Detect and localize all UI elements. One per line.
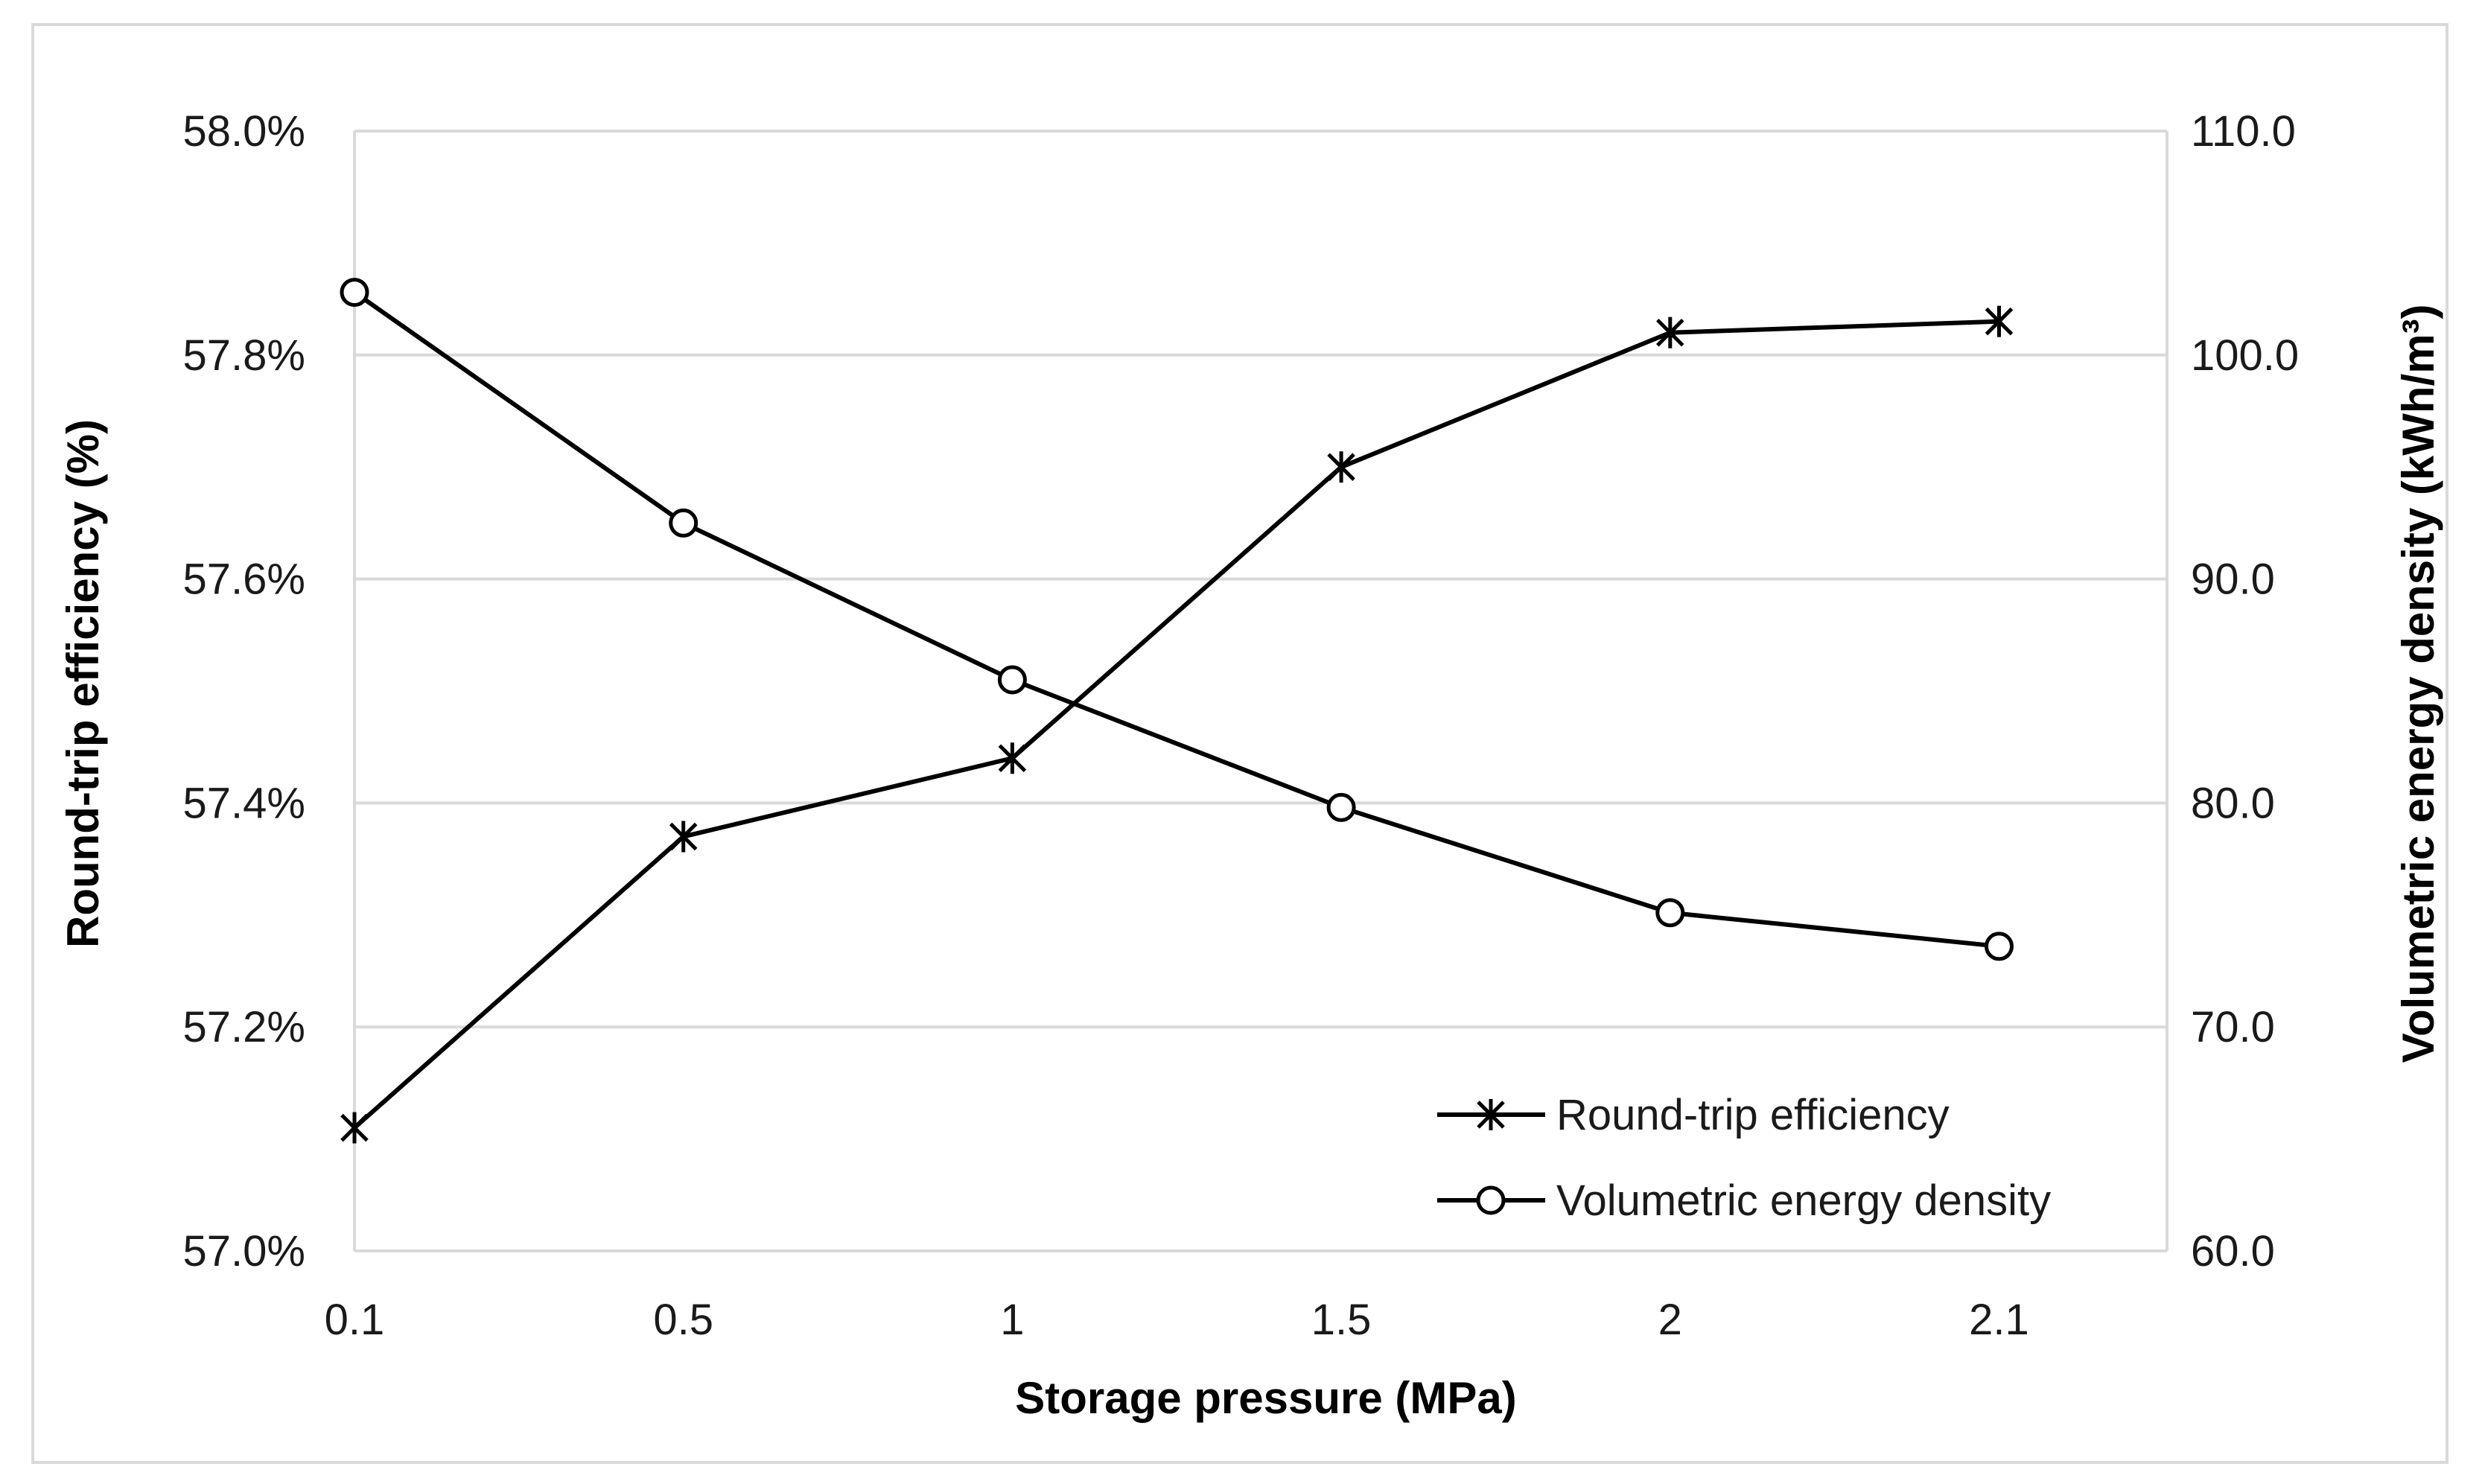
y-tick-label: 57.8% bbox=[183, 331, 305, 380]
y2-tick-label: 110.0 bbox=[2191, 107, 2296, 156]
data-point-efficiency bbox=[1985, 305, 2014, 337]
series-line-efficiency bbox=[353, 319, 1999, 1130]
y-tick-label: 57.0% bbox=[183, 1227, 305, 1276]
data-point-efficiency bbox=[1327, 451, 1355, 483]
data-point-density bbox=[669, 508, 698, 538]
x-axis-title: Storage pressure (MPa) bbox=[1015, 1373, 1517, 1423]
y-tick-label: 58.0% bbox=[183, 107, 305, 156]
chart-frame bbox=[31, 23, 2448, 1464]
legend: Round-trip efficiency Volumetric energy … bbox=[1437, 1091, 2051, 1225]
y2-tick-label: 100.0 bbox=[2191, 331, 2299, 380]
x-tick-label: 0.5 bbox=[653, 1296, 713, 1344]
y-tick-label: 57.2% bbox=[183, 1003, 305, 1051]
data-point-efficiency bbox=[340, 1112, 369, 1144]
data-point-efficiency bbox=[1656, 316, 1684, 348]
y2-axis-title: Volumetric energy density (kWh/m³) bbox=[2393, 304, 2443, 1063]
x-tick-label: 2.1 bbox=[1969, 1296, 2029, 1344]
y2-tick-label: 90.0 bbox=[2191, 555, 2275, 604]
series-line-density bbox=[353, 290, 1999, 949]
data-point-density bbox=[997, 665, 1027, 695]
y-tick-label: 57.4% bbox=[183, 779, 305, 827]
y2-tick-label: 80.0 bbox=[2191, 779, 2275, 827]
x-tick-label: 2 bbox=[1658, 1296, 1682, 1344]
legend-circle-marker bbox=[1476, 1185, 1506, 1215]
y2-tick-label: 70.0 bbox=[2191, 1003, 2275, 1051]
x-tick-label: 0.1 bbox=[325, 1296, 385, 1344]
y-tick-label: 57.6% bbox=[183, 555, 305, 604]
axes: 57.0% 57.2% 57.4% 57.6% 57.8% 58.0% 60.0 70.0 80… bbox=[183, 107, 2300, 1344]
data-point-density bbox=[1655, 898, 1685, 928]
data-point-density bbox=[1326, 792, 1356, 822]
legend-label-density: Volumetric energy density bbox=[1556, 1176, 2051, 1225]
y2-tick-label: 60.0 bbox=[2191, 1227, 2275, 1276]
data-point-density bbox=[1985, 932, 2014, 961]
legend-asterisk-marker bbox=[1477, 1099, 1505, 1130]
data-point-efficiency bbox=[669, 821, 698, 853]
x-tick-label: 1.5 bbox=[1311, 1296, 1372, 1344]
x-tick-label: 1 bbox=[1000, 1296, 1024, 1344]
series bbox=[340, 278, 2014, 1144]
data-point-efficiency bbox=[998, 742, 1027, 774]
data-point-density bbox=[340, 278, 369, 308]
y-axis-title: Round-trip efficiency (%) bbox=[58, 419, 108, 948]
gridlines bbox=[354, 130, 2167, 1029]
legend-label-efficiency: Round-trip efficiency bbox=[1556, 1091, 1950, 1139]
